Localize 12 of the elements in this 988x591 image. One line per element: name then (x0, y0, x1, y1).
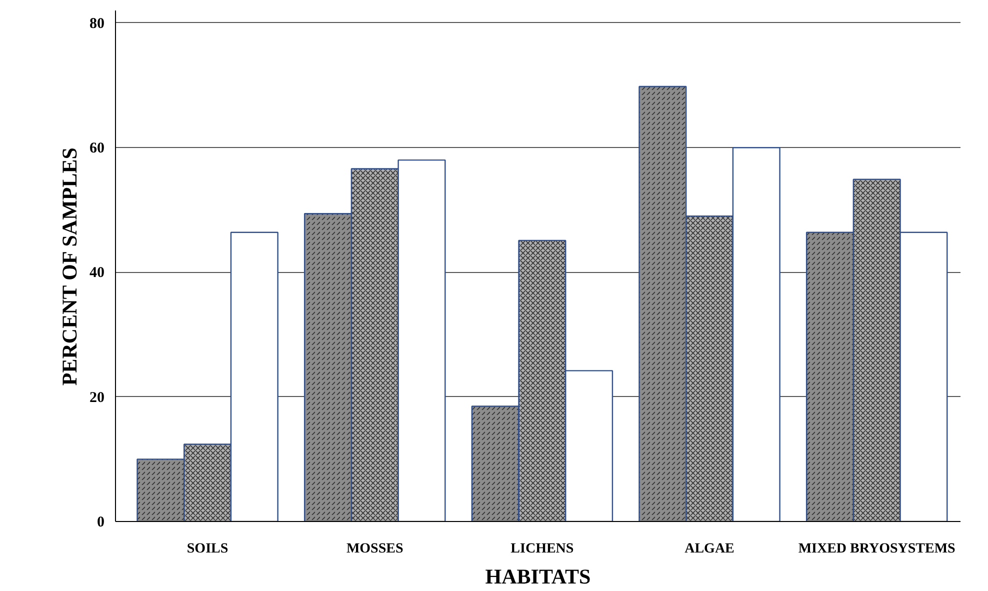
x-tick-label: ALGAE (684, 542, 734, 556)
y-tick-label: 80 (90, 16, 104, 32)
x-axis-title: HABITATS (485, 564, 591, 588)
y-tick-label: 20 (90, 390, 104, 406)
x-tick-label: SOILS (186, 542, 228, 556)
y-tick-label: 60 (90, 140, 104, 157)
y-axis-title: PERCENT OF SAMPLES (58, 148, 82, 386)
x-tick-label: MIXED BRYOSYSTEMS (798, 542, 956, 556)
x-tick-label: MOSSES (346, 542, 404, 556)
y-tick-label: 40 (90, 265, 104, 282)
x-tick-label: LICHENS (510, 542, 574, 556)
y-tick-label: 0 (97, 514, 104, 530)
